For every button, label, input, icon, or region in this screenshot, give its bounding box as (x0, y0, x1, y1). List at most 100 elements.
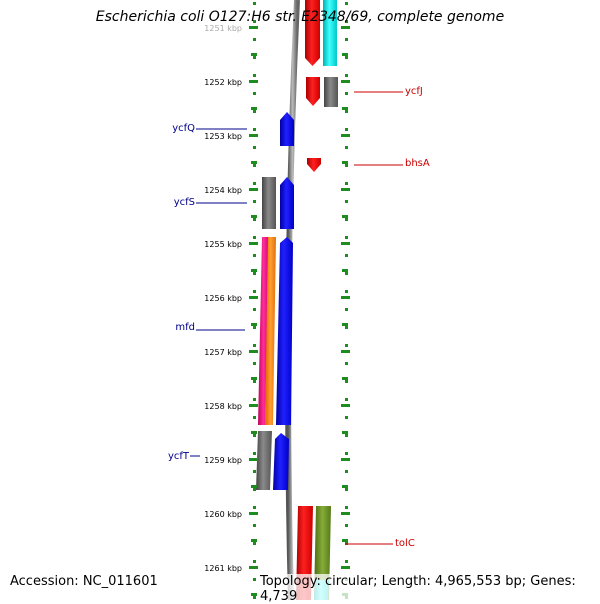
left-rail-dot (253, 20, 256, 23)
mfd-magenta-block (258, 237, 269, 425)
left-minor-tick (251, 269, 257, 272)
left-rail-dot (253, 290, 256, 293)
left-rail-dot (253, 2, 256, 5)
left-rail-dot (253, 596, 256, 599)
ruler-label: 1252 kbp (204, 78, 242, 87)
left-minor-tick (251, 215, 257, 218)
right-rail-dot (345, 326, 348, 329)
left-minor-tick (251, 323, 257, 326)
left-rail-dot (253, 74, 256, 77)
top-cyan-block (323, 0, 337, 66)
right-major-tick (341, 242, 350, 245)
right-rail-dot (345, 344, 348, 347)
left-major-tick (249, 242, 258, 245)
gene-label-ycfJ: ycfJ (405, 86, 423, 97)
right-rail-dot (345, 470, 348, 473)
feature-layer (256, 0, 338, 601)
right-rail-dot (345, 290, 348, 293)
ycfT-gray-block (256, 431, 272, 490)
left-major-tick (249, 80, 258, 83)
gene-label-mfd: mfd (175, 322, 195, 333)
left-rail-dot (253, 506, 256, 509)
ruler-label: 1255 kbp (204, 240, 242, 249)
ruler-label: 1261 kbp (204, 564, 242, 573)
ruler-label: 1251 kbp (204, 24, 242, 33)
left-major-tick (249, 512, 258, 515)
right-major-tick (341, 26, 350, 29)
right-rail-dot (345, 164, 348, 167)
left-rail-dot (253, 128, 256, 131)
left-rail-dot (253, 578, 256, 581)
left-minor-tick (251, 377, 257, 380)
right-rail-dot (345, 218, 348, 221)
left-rail-dot (253, 362, 256, 365)
left-minor-tick (251, 53, 257, 56)
ruler-label: 1253 kbp (204, 132, 242, 141)
right-rail-dot (345, 506, 348, 509)
left-rail-dot (253, 524, 256, 527)
right-major-tick (341, 134, 350, 137)
right-rail-dot (345, 146, 348, 149)
left-rail-dot (253, 200, 256, 203)
right-rail-dot (345, 236, 348, 239)
right-rail-dot (345, 20, 348, 23)
right-minor-tick (342, 431, 348, 434)
left-rail-dot (253, 272, 256, 275)
right-minor-tick (342, 377, 348, 380)
right-rail-dot (345, 488, 348, 491)
ruler-label: 1257 kbp (204, 348, 242, 357)
right-major-tick (341, 404, 350, 407)
right-rail-dot (345, 434, 348, 437)
left-minor-tick (251, 161, 257, 164)
left-rail-dot (253, 254, 256, 257)
right-rail-dot (345, 524, 348, 527)
right-major-tick (341, 350, 350, 353)
left-minor-tick (251, 485, 257, 488)
right-major-tick (341, 566, 350, 569)
ruler-label: 1258 kbp (204, 402, 242, 411)
gene-mfd-arrow (276, 237, 293, 425)
gene-ycfT-arrow (273, 433, 289, 490)
left-rail-dot (253, 92, 256, 95)
gene-ycfS-arrow (280, 177, 294, 229)
left-major-tick (249, 26, 258, 29)
right-minor-tick (342, 485, 348, 488)
right-rail-dot (345, 56, 348, 59)
gene-label-ycfS: ycfS (174, 197, 195, 208)
left-rail-dot (253, 344, 256, 347)
ruler-layer: 1251 kbp 1252 kbp 1253 kbp 1254 kbp 1255 kbp… (204, 2, 350, 599)
left-rail-dot (253, 326, 256, 329)
right-rail-dot (345, 110, 348, 113)
right-rail-dot (345, 254, 348, 257)
right-major-tick (341, 296, 350, 299)
right-minor-tick (342, 107, 348, 110)
right-minor-tick (342, 161, 348, 164)
left-major-tick (249, 296, 258, 299)
left-rail-dot (253, 542, 256, 545)
right-rail-dot (345, 416, 348, 419)
left-rail-dot (253, 416, 256, 419)
left-major-tick (249, 566, 258, 569)
right-major-tick (341, 512, 350, 515)
left-rail-dot (253, 380, 256, 383)
left-rail-dot (253, 452, 256, 455)
right-minor-tick (342, 269, 348, 272)
top-red-arrow (305, 0, 320, 66)
gene-label-bhsA: bhsA (405, 158, 430, 169)
left-rail-dot (253, 146, 256, 149)
right-rail-dot (345, 38, 348, 41)
right-rail-dot (345, 92, 348, 95)
left-major-tick (249, 350, 258, 353)
left-minor-tick (251, 593, 257, 596)
right-rail-dot (345, 362, 348, 365)
right-minor-tick (342, 53, 348, 56)
topology-label: Topology: circular; Length: 4,965,553 bp… (260, 574, 600, 604)
left-rail-dot (253, 236, 256, 239)
right-minor-tick (342, 323, 348, 326)
left-rail-dot (253, 110, 256, 113)
left-rail-dot (253, 470, 256, 473)
right-rail-dot (345, 308, 348, 311)
left-minor-tick (251, 431, 257, 434)
